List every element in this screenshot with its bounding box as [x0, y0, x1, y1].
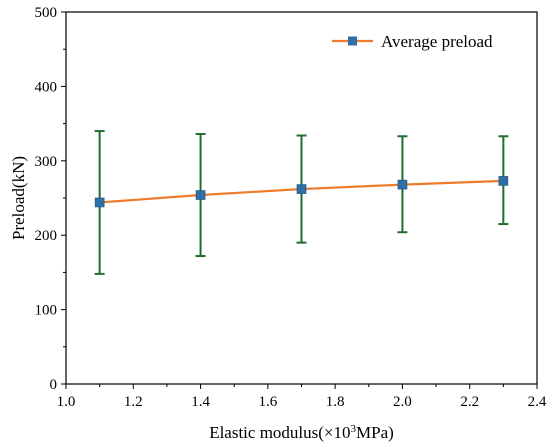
data-point [94, 197, 105, 208]
x-axis-label-tail: MPa) [356, 423, 394, 442]
x-axis-label: Elastic modulus(×103MPa) [209, 423, 394, 442]
y-tick-label: 0 [50, 377, 58, 393]
x-tick-label: 2.4 [528, 394, 547, 410]
x-tick-label: 1.4 [191, 394, 210, 410]
x-tick-label: 2.2 [460, 394, 479, 410]
legend: Average preload [332, 32, 493, 51]
x-tick-label: 1.6 [258, 394, 277, 410]
y-tick-label: 500 [35, 5, 58, 21]
y-tick-label: 200 [35, 228, 58, 244]
x-axis-label-sup: 3 [351, 423, 357, 435]
y-tick-label: 100 [35, 303, 58, 319]
y-tick-label: 300 [35, 154, 58, 170]
x-tick-label: 2.0 [393, 394, 412, 410]
markers [94, 176, 509, 208]
y-axis-label: Preload(kN) [9, 156, 28, 240]
y-tick-label: 400 [35, 79, 58, 95]
data-point [296, 184, 307, 194]
x-axis-label-main: Elastic modulus(×10 [209, 423, 350, 442]
legend-label: Average preload [381, 32, 493, 51]
data-point [397, 179, 408, 190]
x-tick-label: 1.8 [326, 394, 345, 410]
data-point [498, 176, 509, 186]
x-tick-label: 1.2 [124, 394, 143, 410]
legend-marker [348, 36, 357, 46]
error-bars [94, 130, 509, 275]
data-point [195, 190, 206, 200]
x-tick-label: 1.0 [57, 394, 76, 410]
axes: 1.0 1.2 1.4 1.6 1.8 2.0 2.2 2.4 0 100 200 300 400 500 [35, 5, 547, 410]
